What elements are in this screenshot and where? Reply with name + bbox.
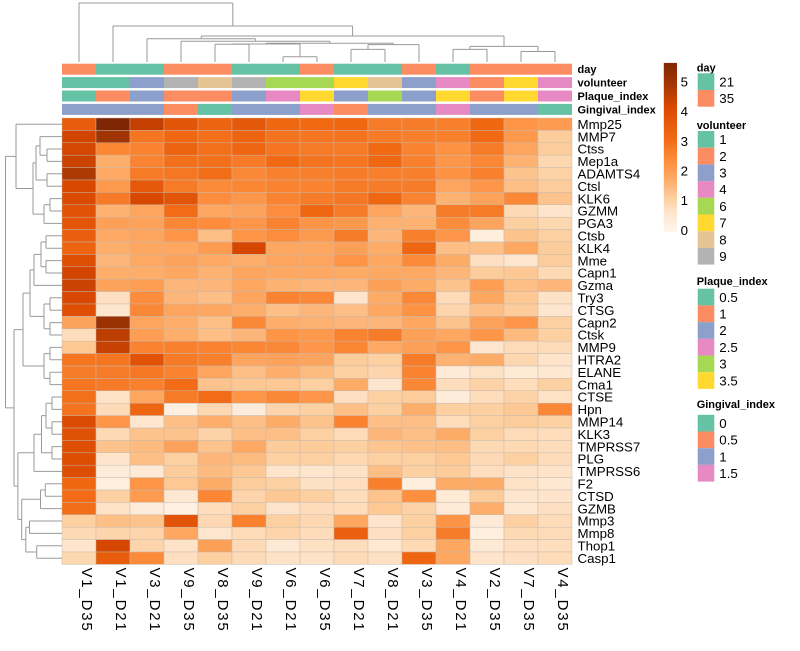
svg-text:V6_D21: V6_D21: [282, 568, 299, 633]
svg-text:KLK3: KLK3: [578, 427, 611, 442]
svg-text:TMPRSS7: TMPRSS7: [578, 439, 641, 454]
svg-text:2: 2: [681, 164, 688, 179]
svg-text:8: 8: [719, 232, 726, 247]
svg-text:9: 9: [719, 249, 726, 264]
svg-text:PGA3: PGA3: [578, 216, 613, 231]
svg-text:V1_D21: V1_D21: [112, 568, 129, 633]
svg-text:V4_D21: V4_D21: [452, 568, 469, 633]
svg-text:Casp1: Casp1: [578, 551, 616, 566]
svg-text:1: 1: [719, 132, 726, 147]
svg-text:3.5: 3.5: [719, 373, 738, 388]
svg-text:4: 4: [719, 182, 726, 197]
svg-text:3: 3: [719, 357, 726, 372]
svg-text:6: 6: [719, 199, 726, 214]
svg-text:V9_D35: V9_D35: [180, 568, 197, 633]
svg-text:35: 35: [719, 91, 734, 106]
svg-text:Cma1: Cma1: [578, 377, 613, 392]
svg-text:day: day: [578, 64, 598, 76]
svg-text:Mmp25: Mmp25: [578, 117, 622, 132]
svg-text:V8_D35: V8_D35: [214, 568, 231, 633]
svg-text:Mep1a: Mep1a: [578, 154, 619, 169]
svg-text:Plaque_index: Plaque_index: [697, 276, 769, 288]
svg-text:MMP7: MMP7: [578, 129, 616, 144]
svg-text:PLG: PLG: [578, 452, 605, 467]
svg-text:4: 4: [681, 104, 688, 119]
svg-text:Gingival_index: Gingival_index: [578, 104, 657, 116]
svg-text:CTSG: CTSG: [578, 303, 615, 318]
svg-text:HTRA2: HTRA2: [578, 353, 622, 368]
svg-text:Ctss: Ctss: [578, 142, 605, 157]
svg-text:2.5: 2.5: [719, 340, 738, 355]
svg-text:V8_D21: V8_D21: [384, 568, 401, 633]
svg-text:21: 21: [719, 74, 734, 89]
svg-text:volunteer: volunteer: [578, 78, 628, 90]
svg-text:volunteer: volunteer: [697, 120, 747, 132]
svg-text:CTSE: CTSE: [578, 390, 614, 405]
svg-text:Thop1: Thop1: [578, 539, 616, 554]
svg-text:V2_D35: V2_D35: [486, 568, 503, 633]
svg-text:Capn1: Capn1: [578, 266, 617, 281]
svg-text:5: 5: [681, 74, 688, 89]
svg-text:Mmp8: Mmp8: [578, 526, 615, 541]
svg-text:MMP14: MMP14: [578, 415, 624, 430]
svg-text:Ctsb: Ctsb: [578, 229, 605, 244]
svg-text:MMP9: MMP9: [578, 340, 616, 355]
svg-text:2: 2: [719, 323, 726, 338]
svg-text:Ctsk: Ctsk: [578, 328, 605, 343]
svg-text:CTSD: CTSD: [578, 489, 614, 504]
svg-text:V9_D21: V9_D21: [248, 568, 265, 633]
svg-text:0.5: 0.5: [719, 290, 738, 305]
svg-text:Gingival_index: Gingival_index: [697, 399, 776, 411]
svg-text:TMPRSS6: TMPRSS6: [578, 464, 641, 479]
svg-text:7: 7: [719, 216, 726, 231]
svg-text:Plaque_index: Plaque_index: [578, 91, 650, 103]
svg-text:0: 0: [681, 223, 688, 238]
svg-text:1: 1: [681, 193, 688, 208]
svg-text:0: 0: [719, 416, 726, 431]
svg-text:F2: F2: [578, 477, 594, 492]
svg-text:ELANE: ELANE: [578, 365, 622, 380]
svg-text:day: day: [697, 62, 717, 74]
svg-text:3: 3: [681, 134, 688, 149]
svg-text:GZMM: GZMM: [578, 204, 619, 219]
svg-text:V3_D21: V3_D21: [146, 568, 163, 633]
svg-text:Mmp3: Mmp3: [578, 514, 615, 529]
svg-text:V7_D35: V7_D35: [520, 568, 537, 633]
svg-text:1: 1: [719, 449, 726, 464]
svg-text:Ctsl: Ctsl: [578, 179, 601, 194]
svg-text:V7_D21: V7_D21: [350, 568, 367, 633]
svg-text:1.5: 1.5: [719, 466, 738, 481]
svg-text:0.5: 0.5: [719, 433, 738, 448]
svg-text:V1_D35: V1_D35: [78, 568, 95, 633]
svg-text:V4_D35: V4_D35: [554, 568, 571, 633]
svg-text:KLK6: KLK6: [578, 191, 611, 206]
svg-text:Try3: Try3: [578, 291, 604, 306]
svg-text:Capn2: Capn2: [578, 315, 617, 330]
svg-text:Gzma: Gzma: [578, 278, 614, 293]
svg-text:Hpn: Hpn: [578, 402, 602, 417]
svg-text:V6_D35: V6_D35: [316, 568, 333, 633]
svg-text:ADAMTS4: ADAMTS4: [578, 167, 641, 182]
svg-text:KLK4: KLK4: [578, 241, 611, 256]
svg-text:3: 3: [719, 165, 726, 180]
svg-text:GZMB: GZMB: [578, 501, 617, 516]
svg-text:Mme: Mme: [578, 253, 608, 268]
svg-text:V3_D35: V3_D35: [418, 568, 435, 633]
svg-text:1: 1: [719, 306, 726, 321]
svg-text:2: 2: [719, 149, 726, 164]
